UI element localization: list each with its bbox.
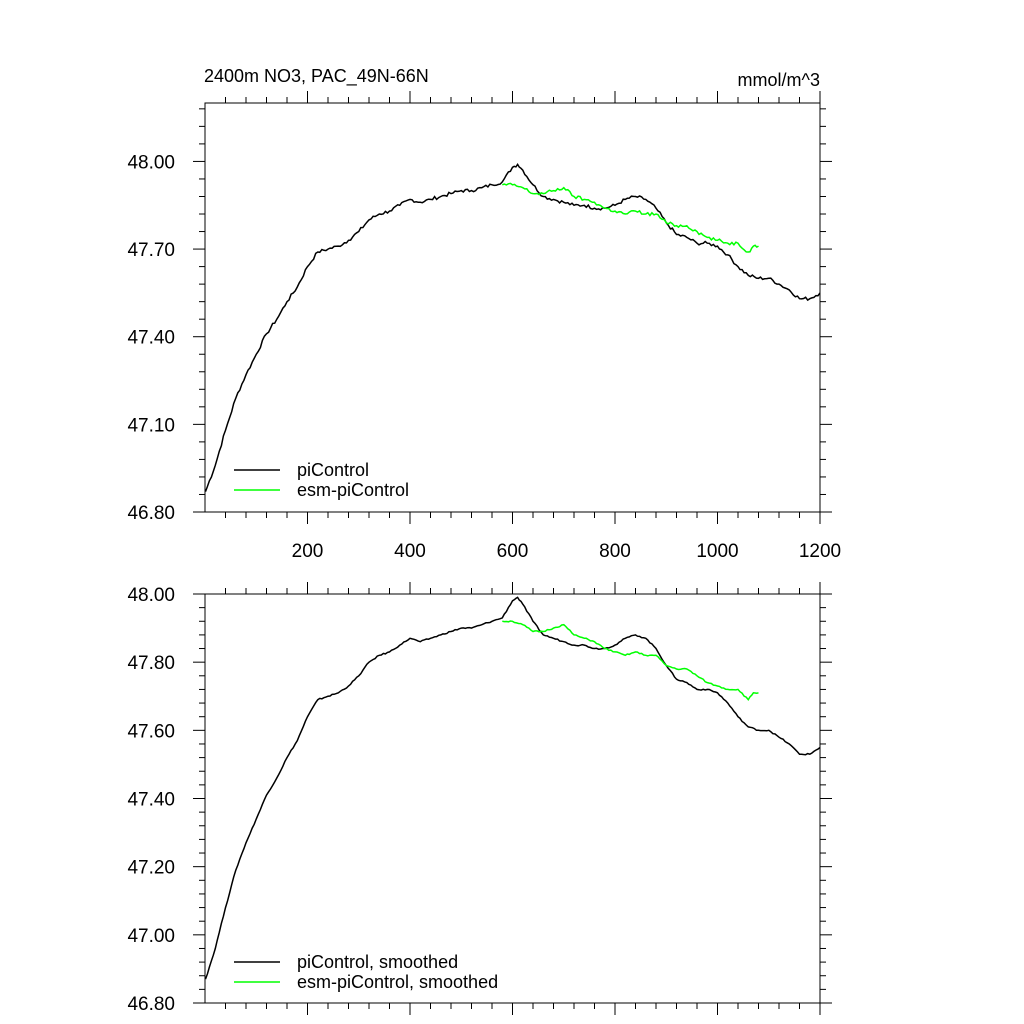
- legend-label-esm-picontrol: esm-piControl: [297, 480, 409, 500]
- top-plot-frame: [204, 102, 821, 513]
- bottom-panel: 46.80 47.00 47.20 47.40 47.60 47.80 48.00 piCo…: [127, 582, 832, 1015]
- legend-label-picontrol-smoothed: piControl, smoothed: [297, 952, 458, 972]
- legend-label-esm-picontrol-smoothed: esm-piControl, smoothed: [297, 972, 498, 992]
- top-panel: 2400m NO3, PAC_49N-66N mmol/m^3 46.80 47.…: [127, 66, 841, 562]
- top-plot-series: [204, 163, 821, 492]
- y-tick-label: 47.40: [127, 328, 175, 349]
- y-tick-label: 47.80: [127, 653, 175, 674]
- bottom-plot-series: [204, 596, 821, 980]
- chart-title: 2400m NO3, PAC_49N-66N: [204, 66, 429, 87]
- x-tick-label: 1200: [799, 541, 841, 562]
- units-label: mmol/m^3: [738, 70, 820, 90]
- x-tick-label: 1000: [696, 541, 738, 562]
- x-tick-label: 200: [292, 541, 324, 562]
- bottom-plot-frame: [204, 593, 821, 1004]
- x-tick-label: 800: [599, 541, 631, 562]
- series-line-picontrol: [204, 163, 821, 492]
- y-tick-label: 47.70: [127, 240, 175, 261]
- top-legend: piControl esm-piControl: [234, 460, 409, 500]
- y-tick-label: 46.80: [127, 994, 175, 1015]
- x-tick-label: 400: [394, 541, 426, 562]
- y-tick-label: 47.00: [127, 926, 175, 947]
- y-tick-label: 47.10: [127, 415, 175, 436]
- series-line-esm-picontrol: [502, 182, 759, 253]
- bottom-legend: piControl, smoothed esm-piControl, smoot…: [234, 952, 498, 992]
- y-tick-label: 48.00: [127, 585, 175, 606]
- y-tick-label: 47.60: [127, 721, 175, 742]
- legend-label-picontrol: piControl: [297, 460, 369, 480]
- top-plot-axes: 46.80 47.10 47.40 47.70 48.00 200 400 600 800 100…: [127, 91, 841, 562]
- y-tick-label: 47.40: [127, 790, 175, 811]
- y-tick-label: 48.00: [127, 152, 175, 173]
- y-tick-label: 46.80: [127, 503, 175, 524]
- series-line-esm-picontrol-smoothed: [502, 620, 759, 702]
- y-tick-label: 47.20: [127, 858, 175, 879]
- x-tick-label: 600: [497, 541, 529, 562]
- bottom-plot-axes: 46.80 47.00 47.20 47.40 47.60 47.80 48.00: [127, 582, 832, 1015]
- series-line-picontrol-smoothed: [204, 596, 821, 980]
